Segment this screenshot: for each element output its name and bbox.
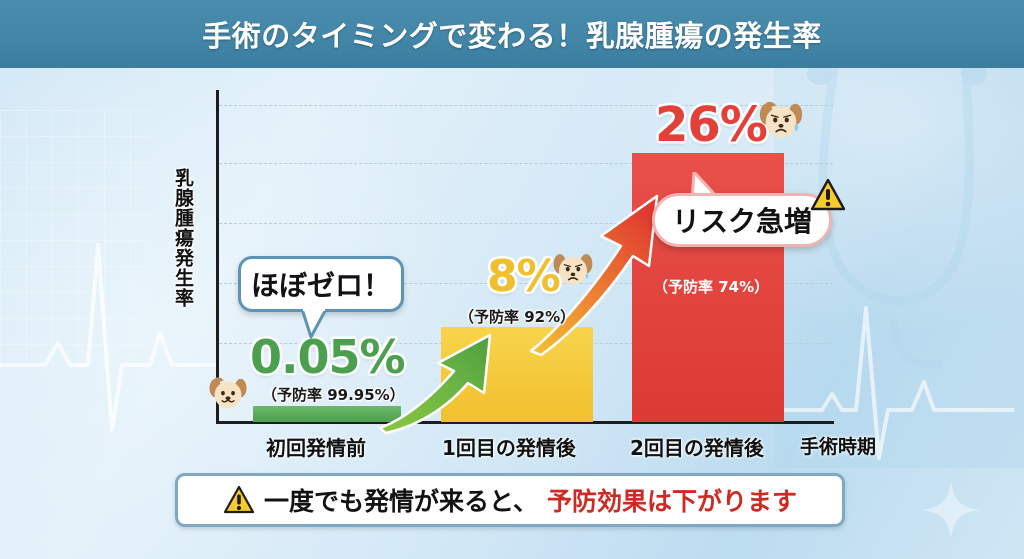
stethoscope-background-image [774, 68, 1024, 468]
header-bar: 手術のタイミングで変わる！乳腺腫瘍の発生率 [0, 0, 1024, 68]
background-grid-pattern [0, 110, 150, 370]
x-axis-label-2: 2回目の発情後 [630, 436, 764, 460]
callout-risk-surge: リスク急増 [652, 193, 832, 247]
prevention-rate-label-0: （予防率 99.95%） [262, 386, 405, 404]
gridline [219, 283, 833, 284]
callout-almost-zero: ほぼゼロ！ [238, 256, 404, 312]
x-axis-label-1: 1回目の発情後 [442, 436, 576, 460]
sparkle-decoration-icon [922, 481, 980, 539]
page-title: 手術のタイミングで変わる！乳腺腫瘍の発生率 [202, 19, 822, 53]
value-label-category-2: 26% [655, 97, 768, 153]
dog-anxious-icon [759, 101, 803, 138]
ecg-line-left-icon [0, 243, 220, 432]
dog-worried-icon [553, 254, 593, 285]
value-label-category-1: 8% [487, 251, 561, 302]
x-axis-title: 手術時期 [800, 436, 877, 458]
bar-category-0 [253, 406, 401, 422]
footer-warning-triangle-icon [223, 485, 255, 514]
gridline [219, 163, 833, 164]
footer-text-red: 予防効果は下がります [547, 487, 798, 516]
gridline [219, 223, 833, 224]
prevention-rate-label-2: （予防率 74%） [653, 278, 770, 296]
prevention-rate-label-1: （予防率 92%） [459, 308, 576, 326]
warning-triangle-icon [810, 178, 846, 211]
trend-arrow-green-icon [378, 333, 492, 435]
y-axis-line [216, 90, 219, 423]
footer-warning-banner: 一度でも発情が来ると、 予防効果は下がります [175, 473, 845, 527]
ecg-line-right-icon [784, 306, 1014, 460]
dog-happy-icon [209, 377, 247, 409]
callout-almost-zero-tail-icon [300, 309, 328, 339]
x-axis-line [216, 421, 834, 424]
footer-text-black: 一度でも発情が来ると、 [263, 487, 538, 516]
chart-area: 乳腺腫瘍発生率 0.05% 8% 26% （予防率 99.95%） （予防率 9 [0, 68, 1024, 468]
trend-arrow-red-icon [529, 194, 659, 356]
value-label-category-0: 0.05% [250, 330, 406, 384]
gridline [219, 105, 833, 106]
y-axis-title: 乳腺腫瘍発生率 [171, 168, 194, 308]
x-axis-label-0: 初回発情前 [266, 436, 366, 460]
